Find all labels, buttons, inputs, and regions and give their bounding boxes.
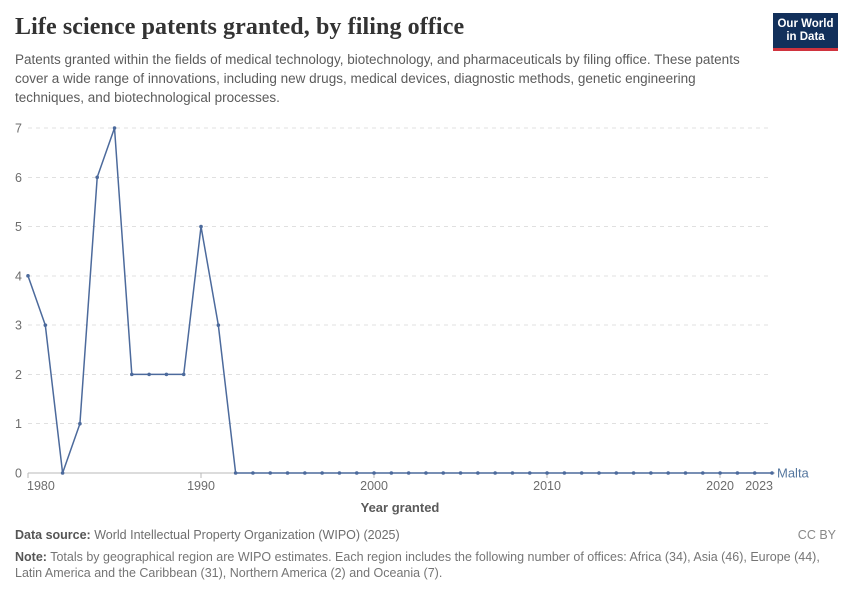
datasource-text: World Intellectual Property Organization… — [90, 528, 400, 542]
data-point — [631, 471, 636, 475]
datasource-label: Data source: — [15, 528, 91, 542]
chart-note: Note: Totals by geographical region are … — [15, 550, 836, 581]
data-point — [683, 471, 688, 475]
data-point — [424, 471, 428, 475]
data-point — [527, 471, 532, 475]
data-point — [562, 471, 567, 475]
data-point — [666, 471, 670, 475]
y-tick-label: 1 — [15, 417, 22, 431]
y-tick-label: 2 — [15, 368, 22, 382]
owid-logo-line1: Our World — [777, 18, 834, 30]
series-label-malta: Malta — [777, 466, 810, 481]
data-point — [251, 471, 255, 475]
data-point — [181, 372, 186, 377]
data-point — [493, 471, 497, 475]
owid-logo: Our World in Data — [773, 13, 838, 51]
note-text: Totals by geographical region are WIPO e… — [15, 550, 820, 580]
chart-subtitle: Patents granted within the fields of med… — [15, 52, 740, 105]
line-chart-canvas: 0 1 2 3 4 5 6 7 1980 1990 2000 2010 2020 2023 Year gra… — [15, 122, 810, 515]
data-point — [545, 471, 549, 475]
data-point — [406, 471, 411, 475]
y-tick-label: 6 — [15, 171, 22, 185]
data-point — [752, 471, 757, 475]
x-tick-label: 1990 — [187, 479, 215, 493]
data-point — [147, 372, 151, 377]
data-point — [199, 224, 203, 229]
data-point — [130, 372, 134, 377]
data-point — [285, 471, 290, 475]
owid-logo-line2: in Data — [786, 31, 825, 43]
x-tick-label: 2000 — [360, 479, 388, 493]
y-tick-label: 5 — [15, 220, 22, 234]
data-point — [718, 471, 722, 475]
data-point — [389, 471, 394, 475]
data-point — [441, 471, 446, 475]
y-tick-label: 7 — [15, 122, 22, 136]
data-point — [597, 471, 601, 475]
data-point — [476, 471, 480, 475]
license-badge: CC BY — [797, 528, 836, 542]
x-tick-label: 2023 — [745, 479, 773, 493]
data-point — [26, 274, 30, 278]
data-point — [700, 471, 705, 475]
chart-footer: Data source: World Intellectual Property… — [15, 527, 836, 581]
data-point — [614, 471, 619, 475]
chart-title: Life science patents granted, by filing … — [15, 14, 465, 40]
data-point — [95, 175, 100, 180]
data-point — [320, 471, 324, 475]
data-point — [770, 471, 774, 475]
x-tick-label: 1980 — [27, 479, 55, 493]
data-point — [43, 323, 48, 327]
x-tick-label: 2010 — [533, 479, 561, 493]
data-point — [649, 471, 653, 475]
series-line-malta — [27, 127, 772, 474]
note-label: Note: — [15, 550, 47, 564]
data-point — [372, 471, 376, 475]
data-point — [112, 126, 117, 130]
chart-header: Life science patents granted, by filing … — [15, 12, 765, 107]
y-tick-label: 3 — [15, 319, 22, 333]
data-point — [60, 471, 65, 475]
x-axis-title: Year granted — [361, 500, 440, 515]
data-point — [337, 471, 342, 475]
datasource-row: Data source: World Intellectual Property… — [15, 527, 836, 543]
data-point — [216, 323, 221, 327]
data-point — [268, 471, 273, 475]
data-point — [510, 471, 515, 475]
data-point — [303, 471, 307, 475]
y-tick-label: 4 — [15, 269, 22, 283]
data-point — [735, 471, 740, 475]
data-point — [458, 471, 463, 475]
data-point — [354, 471, 359, 475]
data-point — [78, 421, 82, 426]
y-tick-label: 0 — [15, 467, 22, 481]
data-point — [164, 372, 169, 377]
x-tick-label: 2020 — [706, 479, 734, 493]
data-point — [579, 471, 584, 475]
data-point — [233, 471, 238, 475]
